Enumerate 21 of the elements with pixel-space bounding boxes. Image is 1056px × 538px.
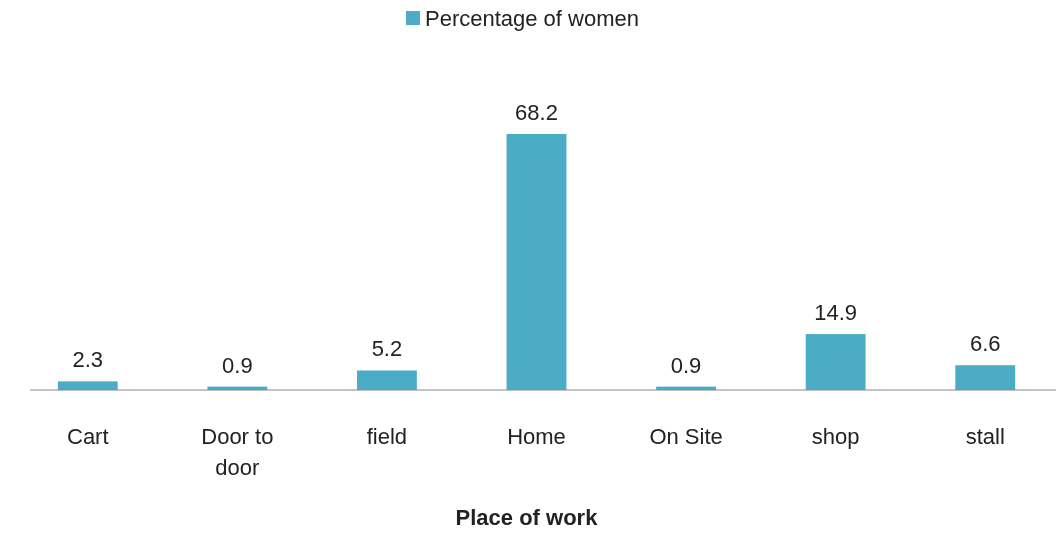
x-tick-label: Cart — [67, 424, 109, 449]
x-tick-label: stall — [965, 424, 1005, 449]
data-label: 0.9 — [670, 352, 702, 378]
x-tick-label: shop — [811, 424, 860, 449]
legend-label: Percentage of women — [424, 6, 640, 31]
data-label: 6.6 — [969, 331, 1001, 357]
bar — [955, 365, 1016, 390]
bar — [805, 334, 866, 390]
x-tick-label: Door to door — [201, 424, 274, 480]
data-label: 2.3 — [72, 347, 104, 373]
x-axis-title: Place of work — [455, 505, 599, 530]
data-label: 68.2 — [515, 100, 558, 125]
bar — [57, 381, 118, 390]
bar — [357, 370, 417, 390]
data-label: 5.2 — [371, 336, 403, 362]
bar — [506, 134, 567, 390]
x-tick-label: Home — [507, 424, 566, 449]
data-label: 14.9 — [814, 300, 858, 326]
data-label: 0.9 — [222, 352, 253, 378]
x-tick-label: On Site — [649, 424, 723, 449]
x-tick-label: field — [366, 424, 408, 449]
